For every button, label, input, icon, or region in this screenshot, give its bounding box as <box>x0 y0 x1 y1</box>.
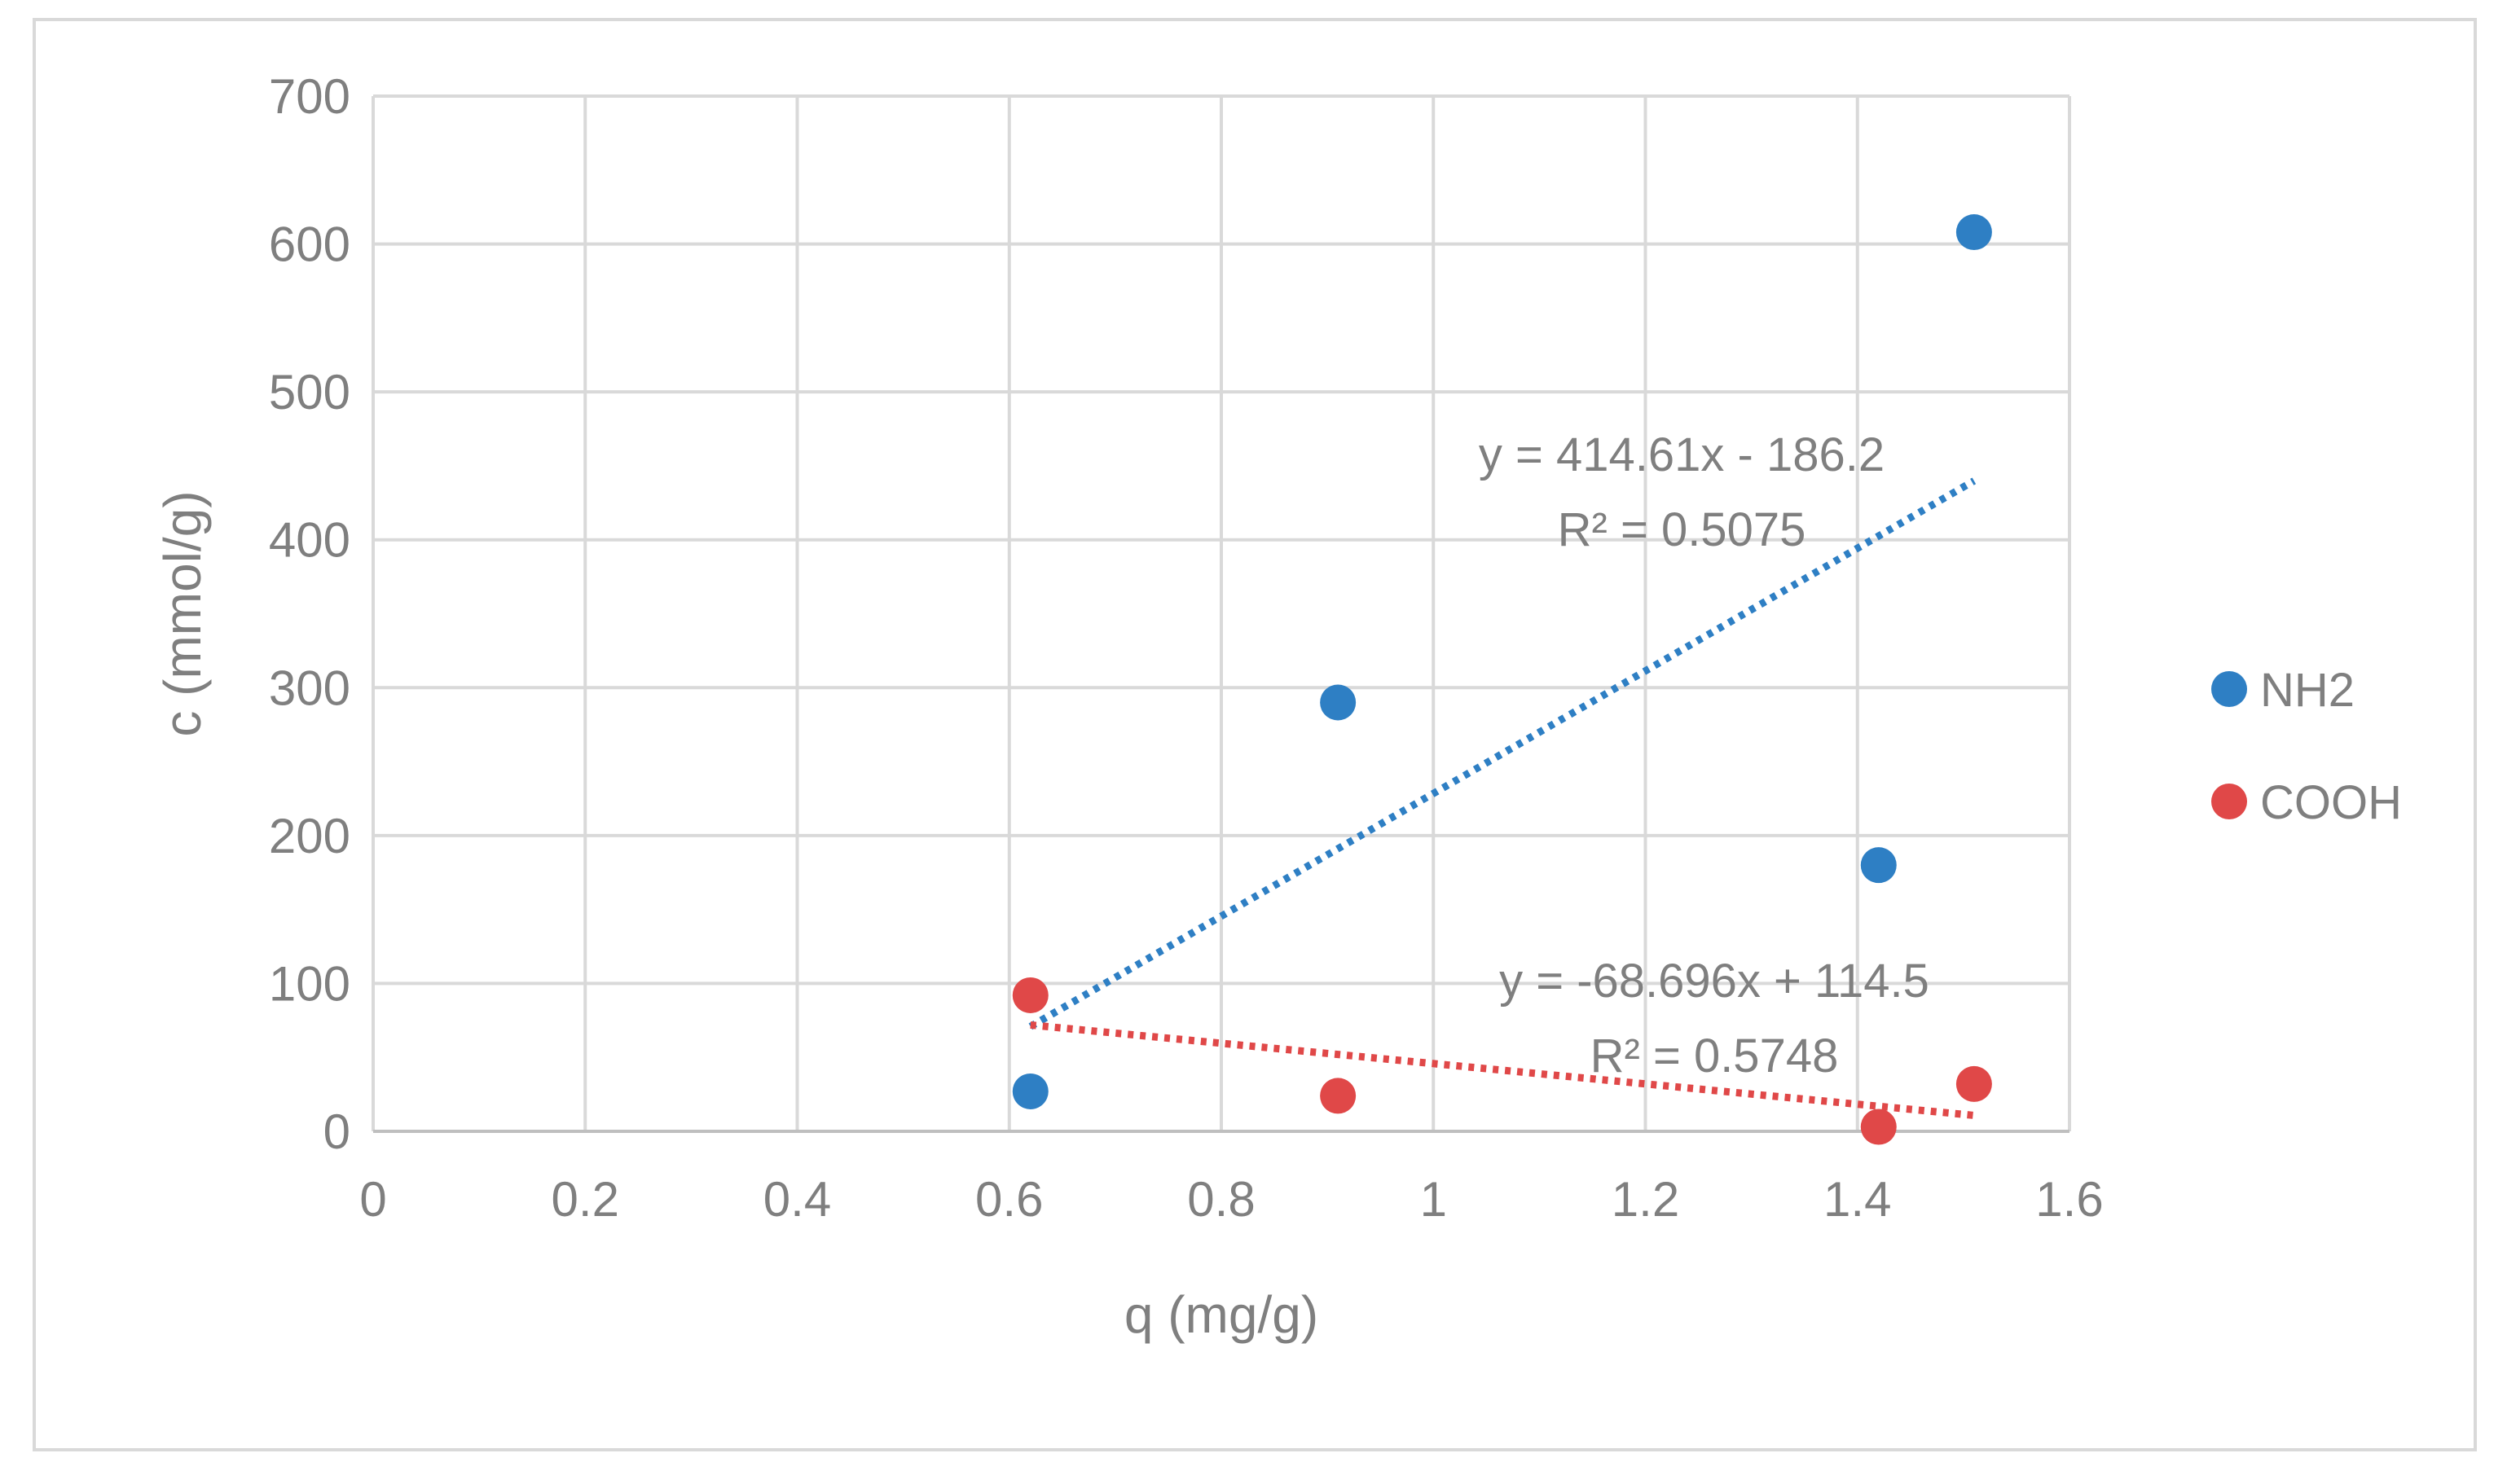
y-tick-label: 700 <box>269 69 350 124</box>
x-tick-label: 1.4 <box>1823 1172 1891 1227</box>
y-tick-labels: 0 100 200 300 400 500 600 700 <box>269 69 350 1159</box>
data-point-nh2 <box>1320 684 1357 721</box>
trendline-labels: y = 414.61x - 186.2 R² = 0.5075 y = -68.… <box>1479 428 1929 1082</box>
x-tick-label: 0.6 <box>975 1172 1043 1227</box>
y-tick-label: 500 <box>269 365 350 419</box>
x-tick-label: 1.2 <box>1612 1172 1679 1227</box>
x-tick-label: 0.4 <box>763 1172 831 1227</box>
trendlines <box>1028 477 1977 1119</box>
y-tick-label: 300 <box>269 661 350 715</box>
x-tick-label: 0.8 <box>1187 1172 1255 1227</box>
data-point-nh2 <box>1012 1073 1049 1109</box>
legend: NH2 COOH <box>2211 664 2402 829</box>
y-tick-label: 400 <box>269 513 350 568</box>
data-point-nh2 <box>1955 214 1992 251</box>
legend-label-cooh: COOH <box>2260 776 2402 829</box>
grid-lines <box>372 94 2071 1131</box>
legend-label-nh2: NH2 <box>2260 664 2355 717</box>
x-tick-labels: 0 0.2 0.4 0.6 0.8 1 1.2 1.4 1.6 <box>359 1172 2103 1227</box>
x-tick-label: 1 <box>1420 1172 1447 1227</box>
data-point-cooh <box>1860 1109 1897 1145</box>
x-tick-label: 0.2 <box>552 1172 619 1227</box>
data-points <box>1012 214 1992 1145</box>
trendline-nh2 <box>1028 477 1977 1030</box>
chart-container: 0 100 200 300 400 500 600 700 0 0.2 0.4 0.6 0.8 1 1.2… <box>33 18 2477 1451</box>
scatter-chart: 0 100 200 300 400 500 600 700 0 0.2 0.4 0.6 0.8 1 1.2… <box>153 69 2402 1344</box>
data-point-cooh <box>1320 1078 1357 1114</box>
nh2-trendline-r-squared: R² = 0.5075 <box>1558 503 1806 556</box>
legend-marker-nh2 <box>2211 671 2247 707</box>
data-point-cooh <box>1012 977 1049 1013</box>
cooh-trendline-r-squared: R² = 0.5748 <box>1590 1030 1839 1082</box>
y-axis-title: c (mmol/g) <box>153 490 212 736</box>
legend-marker-cooh <box>2211 784 2247 819</box>
x-axis-title: q (mg/g) <box>1124 1285 1318 1344</box>
y-tick-label: 600 <box>269 217 350 272</box>
data-point-cooh <box>1955 1065 1992 1102</box>
nh2-trendline-equation: y = 414.61x - 186.2 <box>1479 428 1885 481</box>
data-point-nh2 <box>1860 847 1897 884</box>
cooh-trendline-equation: y = -68.696x + 114.5 <box>1499 955 1929 1008</box>
y-tick-label: 0 <box>323 1104 350 1159</box>
y-tick-label: 100 <box>269 956 350 1011</box>
y-tick-label: 200 <box>269 809 350 863</box>
x-tick-label: 0 <box>359 1172 386 1227</box>
x-tick-label: 1.6 <box>2035 1172 2103 1227</box>
